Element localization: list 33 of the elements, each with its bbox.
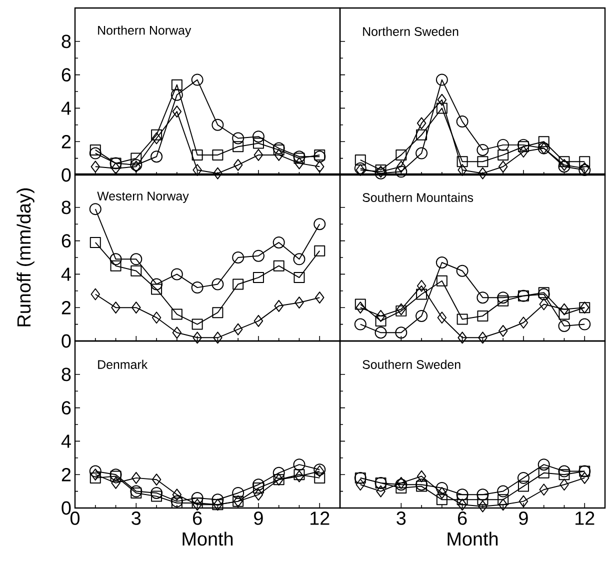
text: Northern Norway [98,26,192,38]
y-tick-label: 6 [62,401,71,414]
text: Northern Sweden [363,26,458,36]
x-axis-title: Month [182,532,233,546]
y-tick-label: 4 [61,102,71,115]
x-tick-label: 3 [396,512,406,525]
y-tick-label: 2 [62,468,71,482]
text: Denmark [98,360,148,369]
y-tick-label: 2 [62,134,71,148]
y-axis-title: Runoff (mm/day) [16,188,34,326]
text: Western Norway [97,192,189,203]
y-tick-label: 8 [62,34,71,48]
y-tick-label: 8 [62,200,71,214]
x-axis-title: Month [448,532,498,546]
y-tick-label: 4 [61,434,71,448]
y-tick-label: 0 [62,501,71,515]
y-tick-label: 0 [62,334,71,348]
x-tick-label: 3 [132,512,141,525]
x-tick-label: 9 [254,512,263,525]
x-tick-label: 12 [310,512,330,525]
x-tick-label: 6 [458,512,467,525]
x-tick-label: 0 [70,512,80,525]
text: Southern Mountains [362,192,474,202]
y-tick-label: 4 [61,268,71,281]
y-tick-label: 6 [62,234,71,248]
y-tick-label: 0 [62,168,71,182]
y-tick-label: 2 [62,300,71,314]
y-tick-label: 8 [62,368,71,382]
x-tick-label: 9 [519,512,528,525]
x-tick-label: 6 [193,512,202,525]
y-tick-label: 6 [62,68,71,82]
text: Southern Sweden [362,360,460,369]
x-tick-label: 12 [576,512,594,525]
